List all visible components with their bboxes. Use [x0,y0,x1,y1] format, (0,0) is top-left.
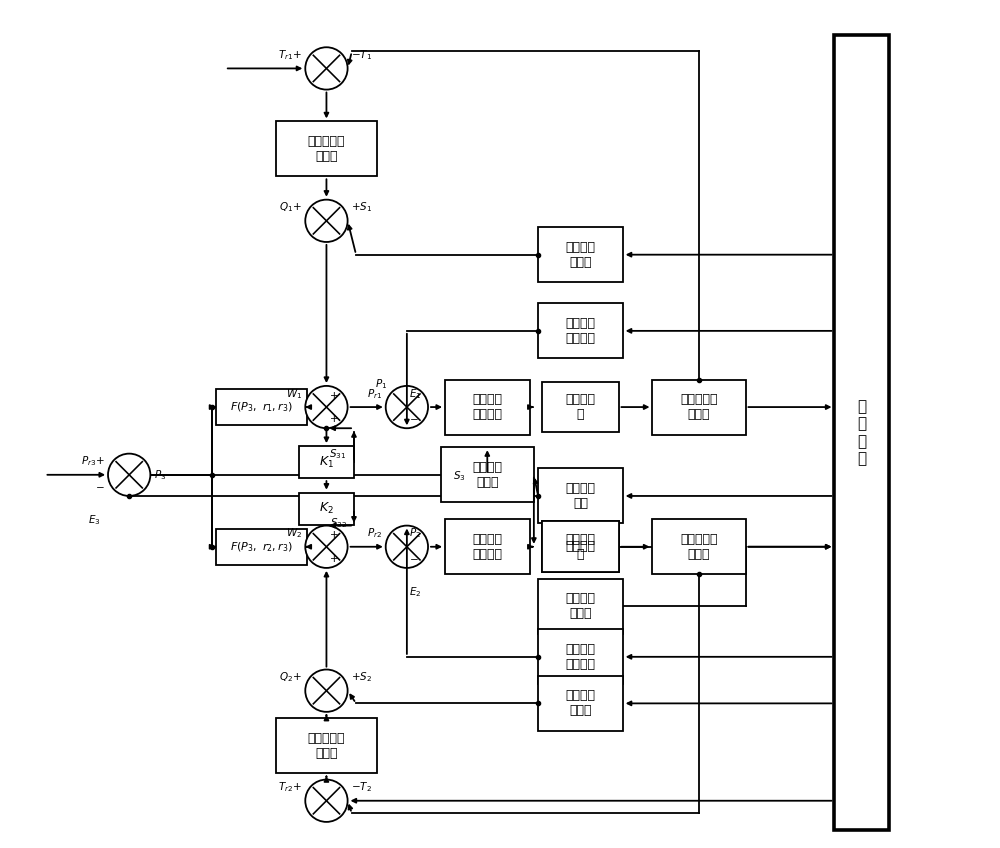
Text: $-$: $-$ [95,481,105,491]
Circle shape [305,779,348,822]
Text: $W_1$: $W_1$ [286,387,302,401]
Text: 右进料电
机: 右进料电 机 [565,533,595,561]
Bar [216,529,307,565]
Circle shape [305,386,348,428]
Text: 柔
性
薄
膜: 柔 性 薄 膜 [857,399,866,466]
Bar [652,380,746,434]
Bar [538,304,623,359]
Bar [538,629,623,684]
Text: $E_1$: $E_1$ [409,387,422,401]
Text: $P_{r3}$+: $P_{r3}$+ [81,455,105,468]
Text: $K_2$: $K_2$ [319,501,334,516]
Text: $E_3$: $E_3$ [88,513,100,527]
Text: 左进料位
置控制器: 左进料位 置控制器 [472,393,502,421]
Bar [538,676,623,731]
Text: $-$: $-$ [409,414,419,423]
Bar [299,446,354,478]
Text: $+$: $+$ [329,414,338,424]
Text: $S_{31}$: $S_{31}$ [329,447,346,460]
Text: $-T_1$: $-T_1$ [351,48,372,62]
Text: $S_3$: $S_3$ [453,470,466,483]
Text: 复合电机
编码器: 复合电机 编码器 [565,592,595,620]
Bar [542,522,619,572]
Text: $W_2$: $W_2$ [286,527,302,540]
Text: $P_2$: $P_2$ [409,527,421,540]
Text: $P_3$: $P_3$ [154,468,166,482]
Text: 左进料电
机: 左进料电 机 [565,393,595,421]
Text: $P_{r2}$: $P_{r2}$ [367,527,382,540]
Bar [441,447,534,502]
Text: $E_2$: $E_2$ [409,585,421,599]
Text: $F(P_3,\ r_2,r_3)$: $F(P_3,\ r_2,r_3)$ [230,540,293,554]
Bar [542,522,619,572]
Bar [445,519,530,574]
Circle shape [305,199,348,242]
Circle shape [386,526,428,568]
Text: 左进料张力
检测轴: 左进料张力 检测轴 [680,393,718,421]
Text: 右进料视
觉系统: 右进料视 觉系统 [565,689,595,717]
Circle shape [386,386,428,428]
Text: 复合位置
控制器: 复合位置 控制器 [472,460,502,488]
Text: 复合电机: 复合电机 [565,540,595,553]
Circle shape [108,454,150,496]
Text: 右进料张力
控制器: 右进料张力 控制器 [308,732,345,760]
Bar [276,718,377,773]
Bar [299,493,354,525]
Text: $T_{r2}$+: $T_{r2}$+ [278,781,302,795]
Text: $Q_1$+: $Q_1$+ [279,201,302,215]
Text: $K_1$: $K_1$ [319,455,334,470]
Circle shape [305,526,348,568]
Text: 复合视觉
系统: 复合视觉 系统 [565,482,595,510]
Bar [538,468,623,523]
Text: $P_{r1}$: $P_{r1}$ [367,387,382,401]
Bar [538,578,623,633]
Text: $+S_2$: $+S_2$ [351,671,372,684]
Bar [445,380,530,434]
Text: $+$: $+$ [329,529,338,540]
Text: 右进料位
置控制器: 右进料位 置控制器 [472,533,502,561]
Text: $-$: $-$ [409,553,419,563]
Text: 左进料电
机编码器: 左进料电 机编码器 [565,317,595,345]
Text: 左进料视
觉系统: 左进料视 觉系统 [565,241,595,269]
Text: $Q_2$+: $Q_2$+ [279,671,302,684]
Text: 右进料电
机编码器: 右进料电 机编码器 [565,643,595,671]
Bar [652,519,746,574]
Text: $F(P_3,\ r_1,r_3)$: $F(P_3,\ r_1,r_3)$ [230,400,293,414]
Bar [216,389,307,425]
Text: 左进料张力
控制器: 左进料张力 控制器 [308,135,345,163]
Text: $+$: $+$ [329,553,338,564]
Text: $T_{r1}$+: $T_{r1}$+ [278,48,302,62]
Bar [538,227,623,282]
Text: $+S_1$: $+S_1$ [351,201,372,215]
Text: $S_{32}$: $S_{32}$ [330,516,347,530]
Text: $-T_2$: $-T_2$ [351,781,372,795]
Circle shape [305,47,348,90]
Bar [276,121,377,176]
Bar [834,35,889,830]
Circle shape [305,670,348,711]
Text: $+$: $+$ [329,390,338,401]
Text: $P_1$: $P_1$ [375,377,387,391]
Text: 右进料张力
检测轴: 右进料张力 检测轴 [680,533,718,561]
Bar [542,382,619,432]
